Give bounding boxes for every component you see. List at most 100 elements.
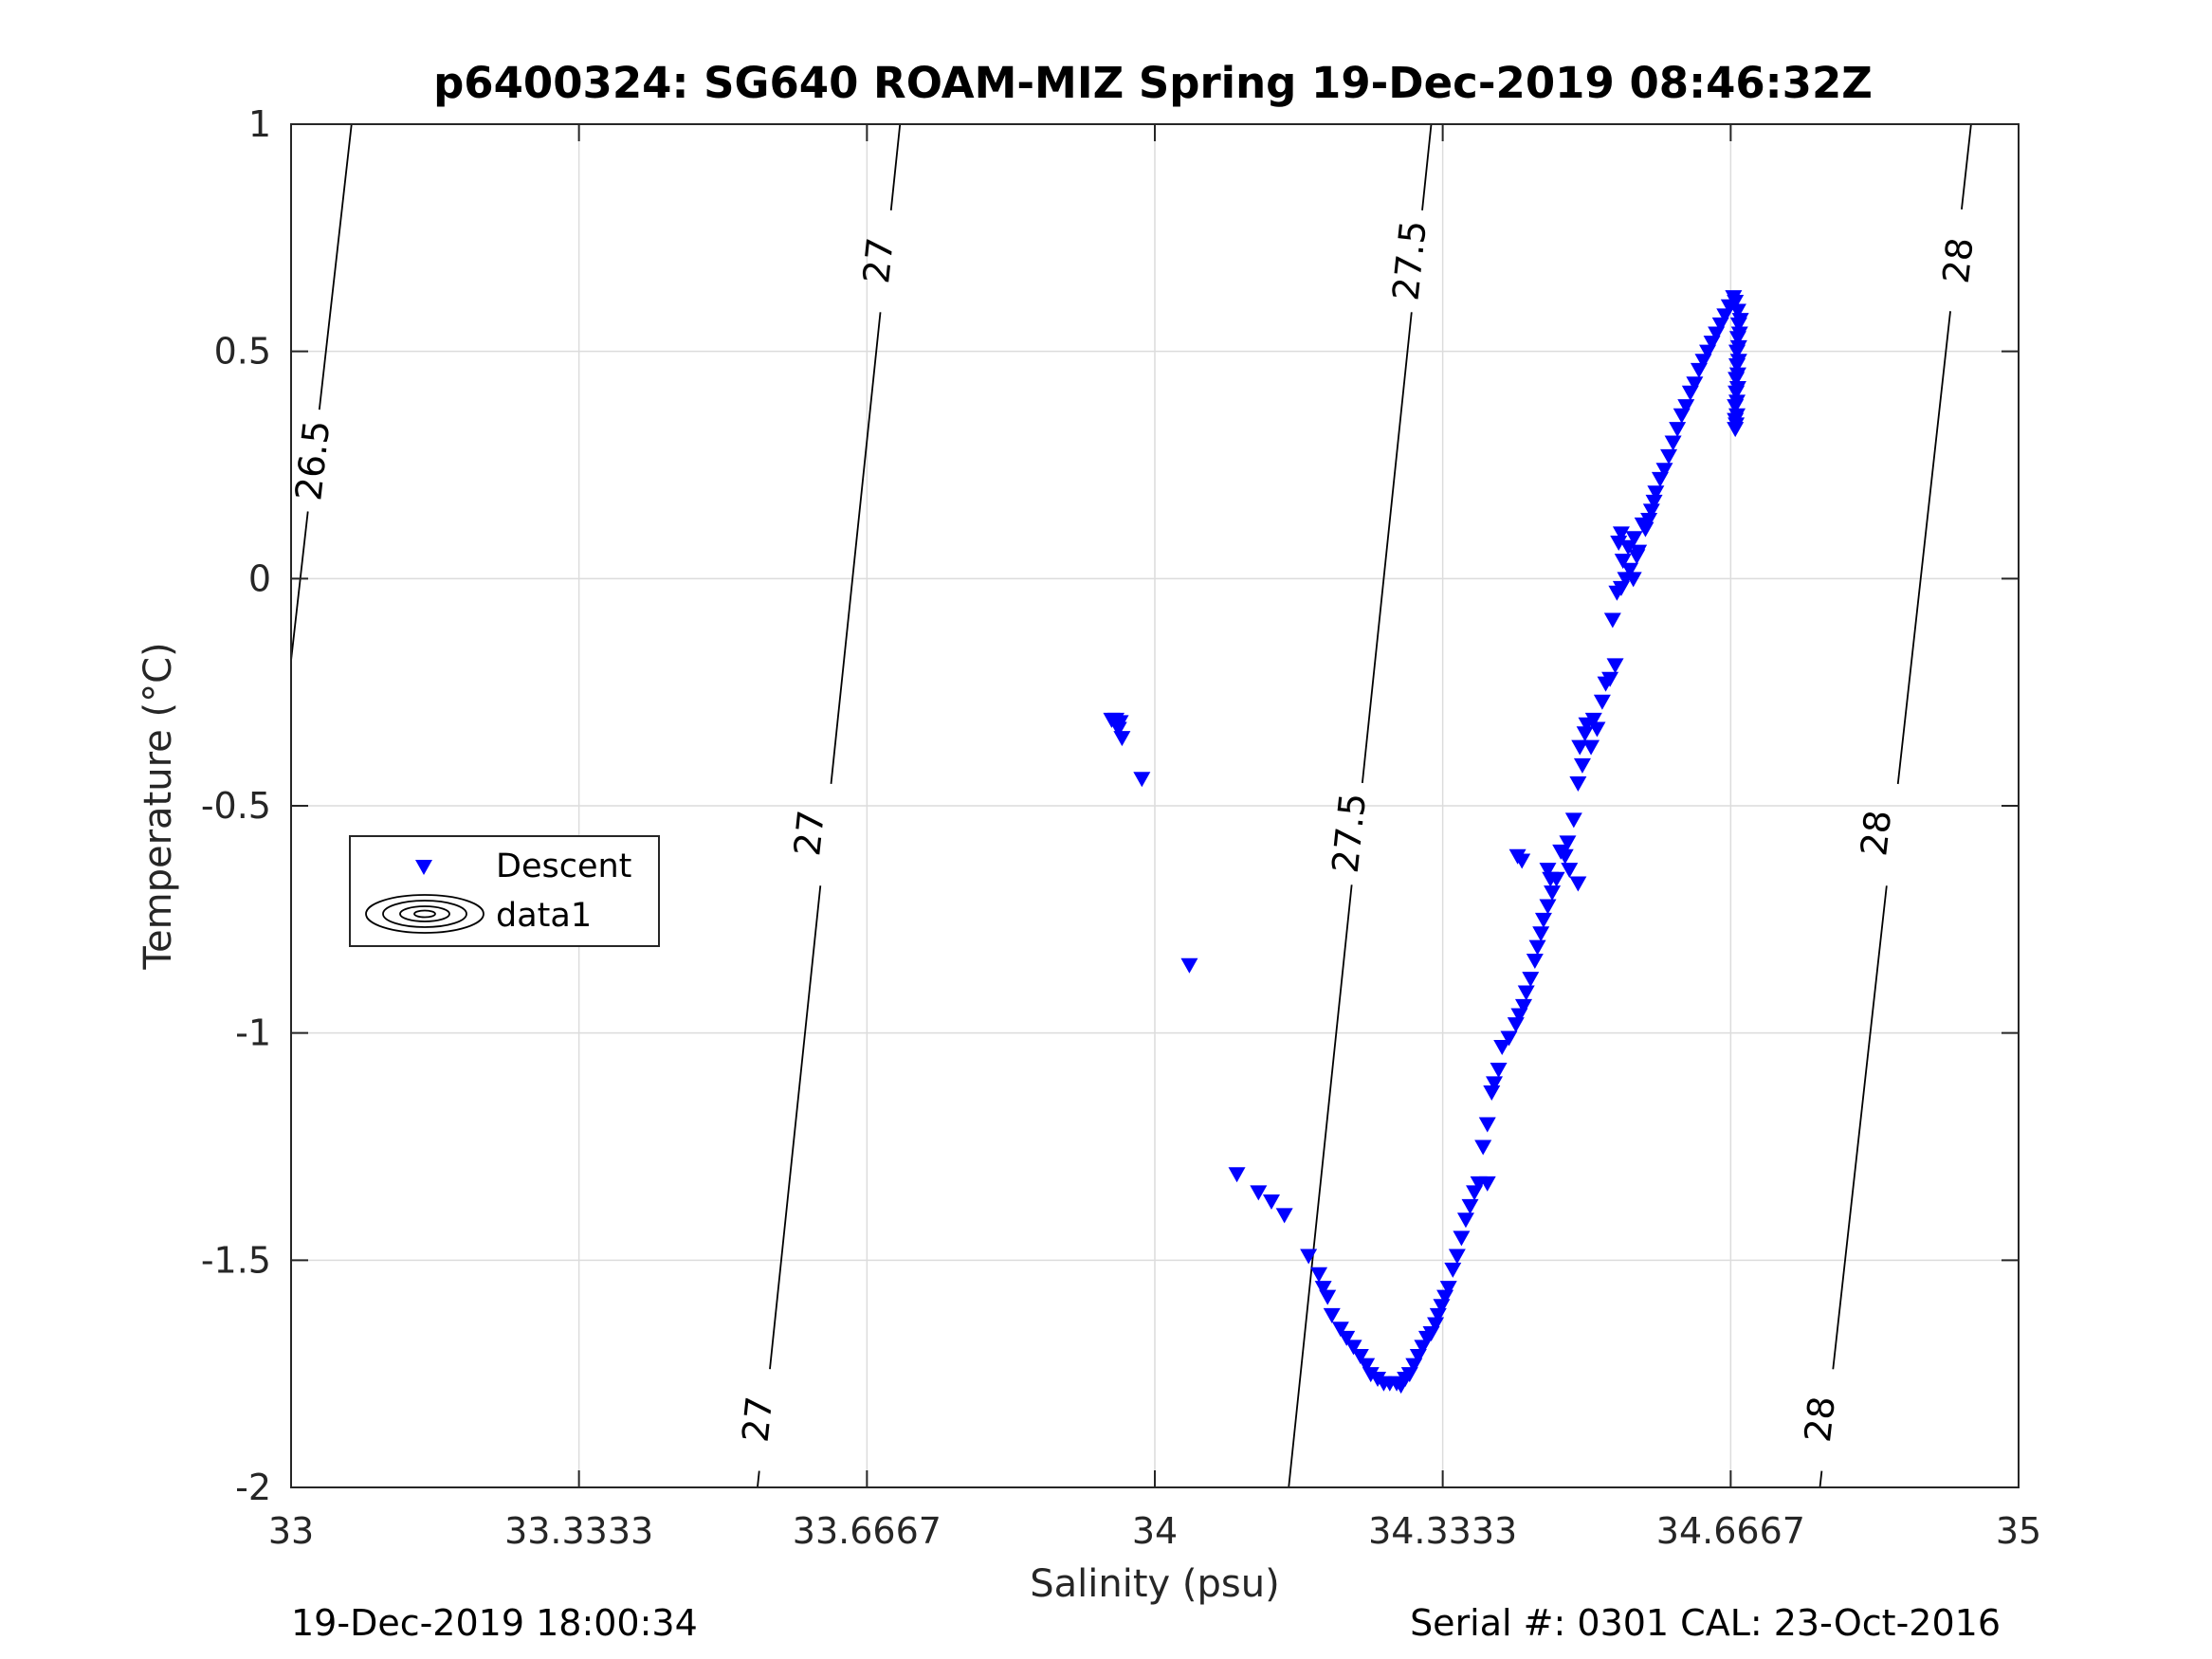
descent-point	[1310, 1267, 1328, 1283]
isopycnal-line	[1819, 1470, 1823, 1488]
x-tick-label: 34.6667	[1656, 1510, 1805, 1552]
descent-point	[1601, 671, 1619, 687]
descent-point	[1640, 513, 1658, 529]
descent-point	[1621, 562, 1639, 578]
descent-point	[1660, 448, 1678, 465]
descent-point	[1522, 972, 1540, 988]
isopycnal-line	[318, 123, 353, 410]
descent-point	[1478, 1176, 1496, 1192]
y-axis-label: Temperature (°C)	[137, 642, 180, 970]
x-axis-label: Salinity (psu)	[1030, 1562, 1279, 1606]
descent-point	[1584, 712, 1602, 728]
descent-point	[1486, 1076, 1504, 1092]
footer-serial-cal: Serial #: 0301 CAL: 23-Oct-2016	[1410, 1602, 2001, 1644]
descent-point	[1582, 739, 1600, 756]
descent-point	[1630, 544, 1648, 560]
descent-point	[1728, 381, 1746, 397]
descent-point	[1647, 485, 1665, 501]
descent-point	[1275, 1208, 1293, 1224]
descent-point	[1569, 776, 1587, 793]
descent-point	[1444, 1262, 1462, 1278]
descent-point	[1456, 1212, 1474, 1229]
legend-descent-label: Descent	[496, 848, 631, 885]
descent-point	[1645, 494, 1663, 510]
descent-point	[1439, 1281, 1457, 1297]
y-tick-label: -1	[235, 1012, 271, 1054]
descent-point	[1358, 1358, 1376, 1374]
descent-point	[1478, 1117, 1496, 1133]
descent-point	[1517, 985, 1535, 1001]
isopycnal-line	[290, 511, 309, 661]
y-tick-label: 1	[248, 103, 271, 145]
footer-timestamp: 19-Dec-2019 18:00:34	[291, 1602, 698, 1644]
descent-point	[1109, 721, 1127, 738]
isopycnal-label: 27	[855, 235, 902, 285]
descent-point	[1362, 1367, 1380, 1383]
legend-data1-label: data1	[496, 897, 592, 935]
descent-point	[1500, 1030, 1518, 1047]
descent-point	[1314, 1281, 1332, 1297]
descent-point	[1730, 326, 1748, 342]
descent-point	[1729, 354, 1747, 370]
descent-point	[1593, 694, 1611, 710]
descent-point	[1619, 539, 1637, 556]
isopycnal-line	[889, 123, 902, 210]
descent-point	[1728, 367, 1746, 383]
descent-point	[1677, 399, 1695, 415]
isopycnal-label: 27	[735, 1395, 781, 1445]
descent-point	[1731, 313, 1749, 329]
y-tick-label: 0	[248, 557, 271, 599]
descent-point	[1113, 731, 1131, 747]
descent-point	[1351, 1348, 1369, 1364]
descent-point	[1564, 812, 1582, 829]
descent-point	[1461, 1198, 1479, 1214]
descent-point	[1427, 1317, 1445, 1333]
isopycnal-line	[1288, 884, 1353, 1488]
legend-contour-icon	[365, 894, 484, 934]
descent-point	[1727, 294, 1745, 310]
isopycnal-label: 28	[1853, 808, 1899, 858]
descent-point	[1344, 1340, 1362, 1356]
descent-point	[1453, 1231, 1471, 1247]
descent-point	[1606, 658, 1624, 674]
isopycnal-line	[1961, 123, 1972, 210]
descent-point	[1493, 1040, 1511, 1056]
descent-point	[1728, 303, 1746, 319]
legend: Descent data1	[349, 835, 660, 947]
descent-point	[1483, 1085, 1501, 1101]
x-tick-label: 33.6667	[793, 1510, 941, 1552]
descent-point	[1323, 1307, 1341, 1323]
descent-point	[1728, 417, 1746, 433]
descent-point	[1331, 1322, 1349, 1338]
descent-point	[1514, 998, 1532, 1014]
descent-point	[1539, 863, 1557, 879]
descent-point	[1228, 1167, 1246, 1183]
descent-point	[1612, 526, 1630, 542]
descent-point	[1526, 953, 1544, 969]
axis-ticks: 33 33.3333 33.6667 34 34.3333 34.6667 35 -2 -1.5…	[201, 103, 2041, 1552]
isopycnal-label: 26.5	[287, 418, 338, 502]
isopycnal-line	[1361, 312, 1413, 784]
descent-point	[1669, 422, 1687, 438]
descent-point	[1528, 939, 1546, 956]
descent-point	[1625, 531, 1643, 547]
isopycnal-label: 28	[1797, 1395, 1843, 1445]
isopycnal-line	[1896, 311, 1951, 785]
y-tick-label: -0.5	[201, 785, 271, 827]
isopycnal-label: 27.5	[1384, 218, 1435, 302]
descent-point	[1655, 463, 1673, 479]
descent-point	[1614, 554, 1632, 570]
isopycnal-contours: 26.5 27 27 27 27.5 27.5 28 28 28	[287, 123, 1982, 1488]
descent-point	[1569, 876, 1587, 892]
isopycnal-line	[830, 312, 882, 784]
x-tick-label: 34.3333	[1368, 1510, 1517, 1552]
descent-point	[1686, 376, 1704, 392]
descent-point	[1576, 726, 1594, 742]
descent-point	[1513, 853, 1531, 869]
descent-point	[1729, 339, 1747, 356]
isopycnal-line	[769, 885, 822, 1370]
isopycnal-label: 28	[1935, 235, 1982, 285]
x-tick-label: 33	[268, 1510, 314, 1552]
x-tick-label: 34	[1132, 1510, 1178, 1552]
